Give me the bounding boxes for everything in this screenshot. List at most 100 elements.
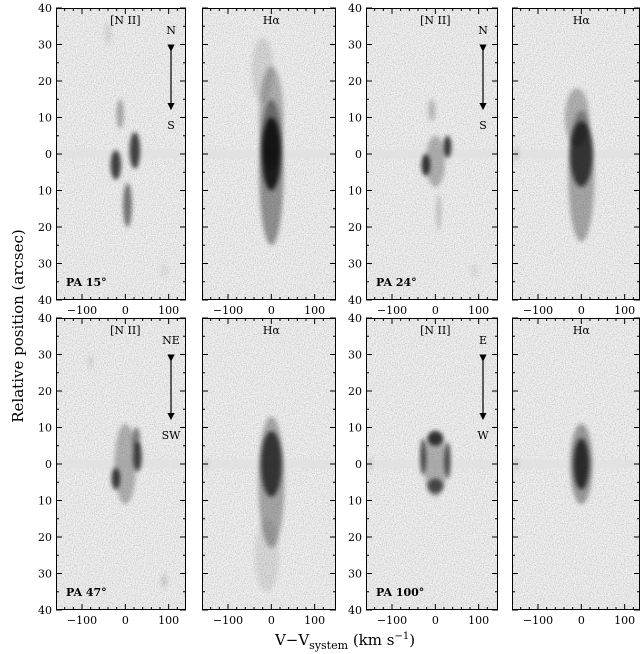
spectrum-panel: Hα: [512, 317, 640, 611]
y-tick-label: 30: [38, 349, 52, 362]
emission-blob: [161, 573, 168, 589]
y-tick-label: 40: [38, 294, 52, 307]
emission-blob: [110, 150, 122, 180]
y-tick-label: 10: [348, 495, 362, 508]
y-tick-label: 20: [348, 75, 362, 88]
emission-blob: [424, 431, 447, 497]
x-tick-label: −100: [377, 614, 407, 627]
y-tick-label: 30: [38, 258, 52, 271]
y-tick-label: 30: [348, 258, 362, 271]
x-tick-label: 100: [304, 614, 325, 627]
position-angle-label: PA 100°: [376, 586, 424, 599]
x-tick-label: 0: [432, 614, 439, 627]
x-axis-title-superscript: −1: [394, 631, 409, 642]
x-tick-label: −100: [67, 614, 97, 627]
spectrum-panel: [N II] PA 100° E W: [366, 317, 498, 611]
emission-line-label: [N II]: [420, 14, 450, 27]
orientation-bottom-label: SW: [162, 429, 182, 442]
x-tick-label: 0: [578, 304, 585, 317]
emission-line-label: Hα: [573, 14, 591, 27]
x-tick-label: −100: [213, 304, 243, 317]
spectrum-panel: Hα: [202, 7, 336, 301]
x-tick-label: 0: [578, 614, 585, 627]
orientation-top-label: E: [479, 334, 487, 347]
y-tick-label: 20: [38, 221, 52, 234]
continuum-band: [56, 149, 186, 159]
x-tick-label: −100: [213, 614, 243, 627]
orientation-top-label: N: [166, 24, 176, 37]
x-tick-label: 100: [468, 614, 489, 627]
spectrum-panel: Hα: [512, 7, 640, 301]
spectrum-panel: Hα: [202, 317, 336, 611]
y-tick-label: 10: [348, 112, 362, 125]
emission-line-label: Hα: [573, 324, 591, 337]
emission-blob: [425, 135, 445, 187]
emission-line-label: Hα: [263, 14, 281, 27]
emission-line-label: [N II]: [110, 14, 140, 27]
emission-blob: [564, 88, 590, 147]
orientation-bottom-label: W: [477, 429, 489, 442]
y-tick-label: 40: [348, 2, 362, 15]
y-tick-label: 40: [38, 312, 52, 325]
y-tick-label: 40: [348, 312, 362, 325]
y-tick-label: 40: [348, 294, 362, 307]
y-tick-label: 0: [355, 458, 362, 471]
emission-blob: [160, 263, 168, 279]
y-tick-label: 40: [38, 604, 52, 617]
y-tick-label: 40: [38, 2, 52, 15]
emission-blob: [570, 423, 593, 505]
y-tick-label: 40: [348, 604, 362, 617]
y-tick-label: 10: [38, 112, 52, 125]
emission-blob: [129, 132, 141, 169]
y-tick-label: 10: [348, 185, 362, 198]
x-tick-label: −100: [67, 304, 97, 317]
x-tick-label: 100: [614, 304, 635, 317]
y-tick-label: 20: [348, 385, 362, 398]
y-tick-label: 0: [45, 148, 52, 161]
emission-blob: [258, 416, 285, 548]
y-tick-label: 20: [348, 221, 362, 234]
x-tick-label: 0: [268, 614, 275, 627]
x-tick-label: 0: [122, 304, 129, 317]
position-angle-label: PA 47°: [66, 586, 107, 599]
emission-line-label: [N II]: [420, 324, 450, 337]
y-tick-label: 20: [38, 385, 52, 398]
emission-blob: [436, 194, 442, 231]
x-tick-label: −100: [523, 304, 553, 317]
panels-layer: [N II]PA 15°NS−100 0 10040302010010203040H…: [38, 2, 640, 627]
spectrum-panel: [N II] PA 15° N S: [56, 7, 186, 301]
x-axis-title-main: V−V: [274, 631, 310, 649]
x-axis-title-subscript: system: [309, 639, 348, 652]
x-tick-label: 0: [268, 304, 275, 317]
y-tick-label: 30: [348, 568, 362, 581]
y-tick-label: 20: [348, 531, 362, 544]
emission-blob: [470, 263, 478, 279]
y-tick-label: 20: [38, 75, 52, 88]
x-tick-label: 0: [432, 304, 439, 317]
emission-blob: [104, 22, 112, 45]
x-tick-label: 100: [468, 304, 489, 317]
emission-line-label: [N II]: [110, 324, 140, 337]
y-tick-label: 30: [38, 568, 52, 581]
emission-blob: [251, 37, 274, 103]
spectrum-panel: [N II] PA 24° N S: [366, 7, 498, 301]
y-axis-title: Relative position (arcsec): [9, 229, 27, 422]
emission-blob: [88, 354, 94, 370]
orientation-bottom-label: S: [167, 119, 175, 132]
emission-blob: [443, 135, 452, 158]
x-tick-label: 100: [304, 304, 325, 317]
y-tick-label: 10: [38, 422, 52, 435]
x-tick-label: −100: [523, 614, 553, 627]
x-axis-title-unit: (km s: [348, 631, 394, 649]
position-angle-label: PA 15°: [66, 276, 107, 289]
y-tick-label: 20: [38, 531, 52, 544]
orientation-top-label: N: [478, 24, 488, 37]
x-tick-label: −100: [377, 304, 407, 317]
emission-line-label: Hα: [263, 324, 281, 337]
y-tick-label: 10: [38, 185, 52, 198]
orientation-top-label: NE: [162, 334, 180, 347]
y-tick-label: 30: [348, 39, 362, 52]
x-tick-label: 0: [122, 614, 129, 627]
y-tick-label: 30: [348, 349, 362, 362]
